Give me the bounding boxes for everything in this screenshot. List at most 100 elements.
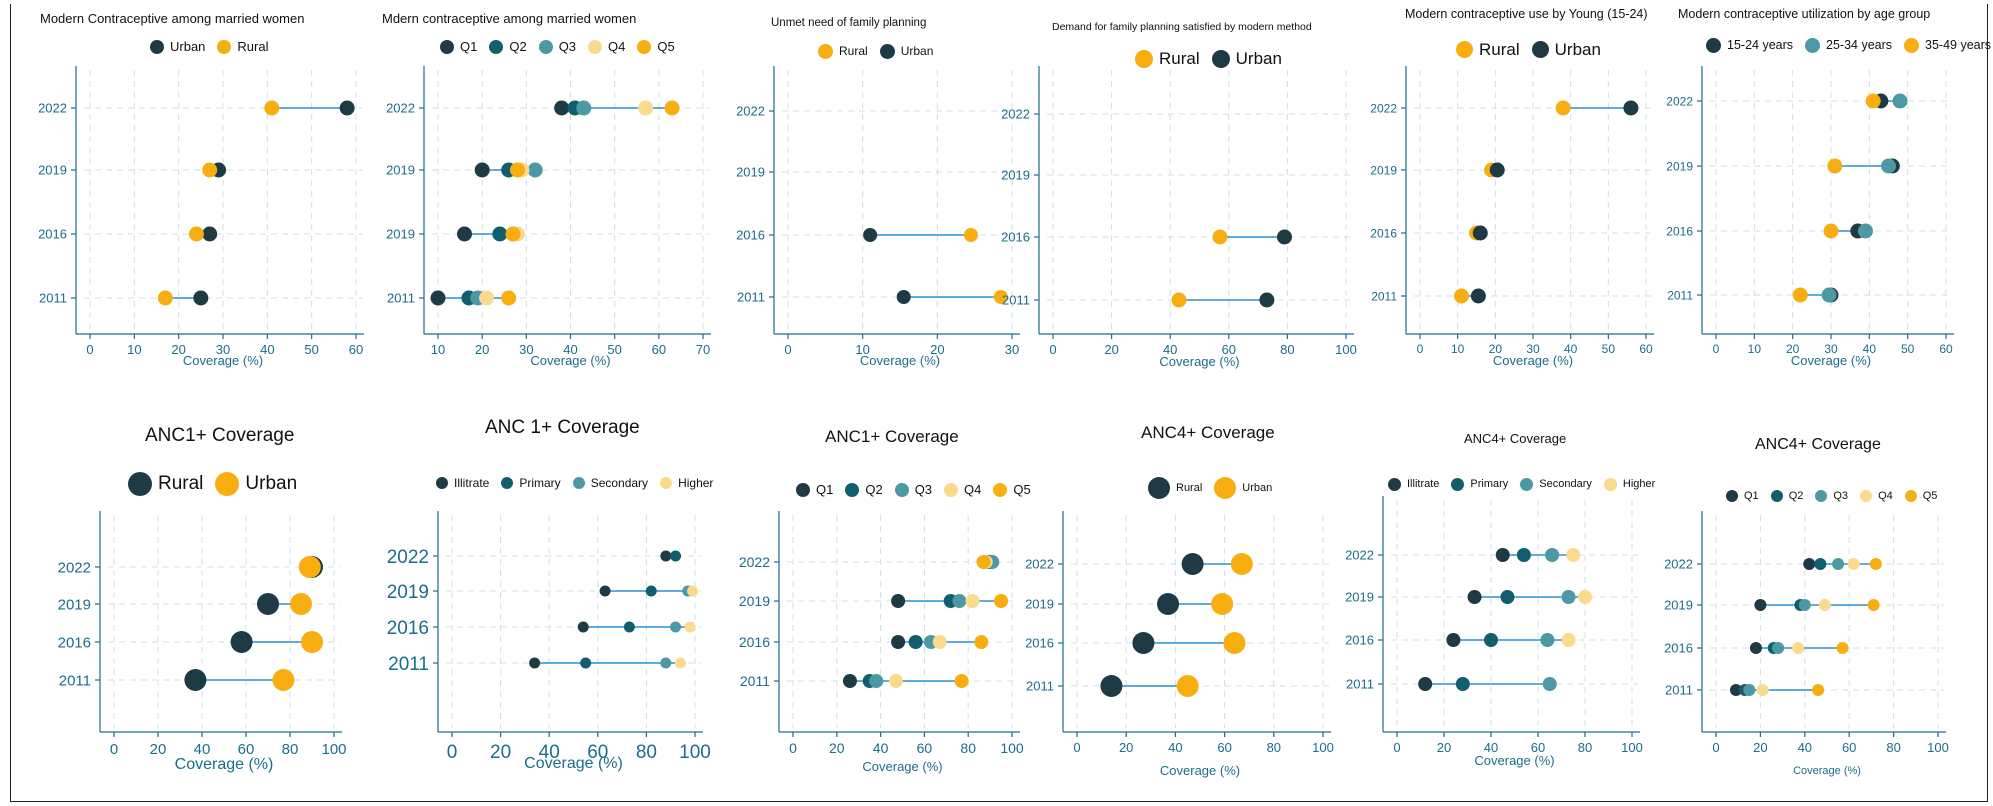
legend-item: Q4 bbox=[944, 482, 981, 497]
x-tick-label: 20 bbox=[1104, 342, 1118, 357]
legend-item: Q4 bbox=[1860, 490, 1893, 502]
x-tick-label: 50 bbox=[1602, 342, 1616, 356]
legend-marker bbox=[150, 39, 164, 54]
data-point-q5 bbox=[505, 226, 521, 242]
legend-label: Urban bbox=[1242, 482, 1273, 494]
chart-title: ANC4+ Coverage bbox=[1141, 423, 1275, 442]
x-tick-label: 40 bbox=[539, 742, 560, 763]
data-point-primary bbox=[1455, 677, 1470, 691]
legend-marker bbox=[436, 477, 448, 489]
legend-marker bbox=[1815, 490, 1828, 502]
x-tick-label: 0 bbox=[784, 342, 791, 357]
x-tick-label: 30 bbox=[519, 342, 533, 357]
data-point-urban bbox=[1259, 292, 1275, 308]
x-axis-title: Coverage (%) bbox=[859, 353, 941, 368]
y-tick-label: 2022 bbox=[1370, 101, 1397, 115]
legend-item: Q3 bbox=[894, 482, 932, 497]
x-tick-label: 60 bbox=[238, 741, 255, 758]
y-tick-label: 2022 bbox=[1664, 557, 1693, 572]
legend-marker bbox=[1603, 477, 1617, 491]
data-point-urban bbox=[1211, 593, 1234, 615]
chart-legend: Rural Urban bbox=[818, 43, 945, 59]
legend-marker bbox=[944, 482, 959, 497]
chart-title: ANC4+ Coverage bbox=[1464, 431, 1567, 446]
legend-marker bbox=[489, 39, 504, 54]
data-point-rural bbox=[188, 226, 204, 242]
data-point-urban bbox=[1470, 288, 1486, 304]
y-tick-label: 2016 bbox=[1345, 633, 1374, 648]
chart-title: ANC1+ Coverage bbox=[825, 427, 959, 446]
legend-marker bbox=[1805, 37, 1821, 53]
legend-label: Rural bbox=[158, 473, 204, 494]
data-point-35-49-years bbox=[1827, 158, 1843, 174]
data-point-rural bbox=[1100, 675, 1123, 697]
x-tick-label: 40 bbox=[1798, 740, 1812, 755]
chart-legend: Rural Urban bbox=[128, 472, 309, 496]
x-tick-label: 60 bbox=[652, 342, 666, 357]
x-tick-label: 40 bbox=[1564, 342, 1578, 356]
y-tick-label: 2016 bbox=[1001, 230, 1030, 245]
x-tick-label: 20 bbox=[1437, 740, 1451, 755]
x-tick-label: 60 bbox=[1222, 342, 1236, 357]
data-point-q5 bbox=[954, 674, 969, 688]
y-tick-label: 2019 bbox=[387, 582, 429, 603]
legend-item: Q2 bbox=[845, 482, 883, 497]
legend-label: Q4 bbox=[1878, 490, 1893, 502]
data-point-rural bbox=[230, 631, 253, 653]
y-tick-label: 2011 bbox=[388, 654, 429, 675]
legend-item: Rural bbox=[217, 39, 269, 54]
legend-marker bbox=[217, 39, 232, 54]
y-tick-label: 2016 bbox=[38, 227, 67, 242]
chart-title: Modern contraceptive utilization by age … bbox=[1678, 6, 1931, 21]
y-tick-label: 2011 bbox=[1371, 289, 1397, 303]
legend-item: Urban bbox=[150, 39, 205, 54]
legend-marker bbox=[1456, 41, 1473, 58]
legend-marker bbox=[1388, 477, 1401, 491]
x-tick-label: 0 bbox=[110, 741, 118, 758]
data-point-rural bbox=[1555, 100, 1571, 116]
chart-title: Unmet need of family planning bbox=[771, 16, 927, 29]
data-point-35-49-years bbox=[1792, 287, 1808, 303]
legend-marker bbox=[1770, 490, 1783, 502]
legend-marker bbox=[879, 43, 895, 59]
legend-item: Q1 bbox=[796, 482, 833, 497]
legend-item: Higher bbox=[660, 476, 713, 490]
legend-marker bbox=[1706, 37, 1721, 53]
legend-item: Q5 bbox=[1904, 490, 1938, 502]
y-tick-label: 2019 bbox=[739, 593, 770, 609]
data-point-q3 bbox=[869, 674, 884, 688]
x-tick-label: 30 bbox=[216, 342, 230, 357]
legend-label: Q5 bbox=[1922, 490, 1938, 502]
legend-label: Q2 bbox=[509, 39, 527, 54]
legend-item: Urban bbox=[1211, 49, 1282, 69]
x-tick-label: 0 bbox=[447, 742, 458, 763]
y-tick-label: 2022 bbox=[1345, 548, 1374, 563]
data-point-q4 bbox=[638, 100, 654, 116]
legend-marker bbox=[1148, 477, 1170, 499]
x-tick-label: 20 bbox=[1489, 342, 1503, 356]
x-tick-label: 100 bbox=[1000, 740, 1024, 756]
x-tick-label: 40 bbox=[260, 342, 274, 357]
x-tick-label: 60 bbox=[349, 342, 363, 357]
legend-marker bbox=[637, 39, 652, 54]
data-point-q4 bbox=[479, 290, 495, 306]
data-point-25-34-years bbox=[1821, 287, 1837, 303]
x-tick-label: 100 bbox=[321, 741, 346, 758]
legend-label: Illitrate bbox=[454, 476, 490, 490]
x-tick-label: 20 bbox=[1786, 342, 1800, 356]
x-tick-label: 20 bbox=[171, 342, 185, 357]
x-tick-label: 0 bbox=[1073, 740, 1080, 755]
legend-item: Rural bbox=[128, 472, 203, 496]
legend-label: Q5 bbox=[657, 39, 675, 54]
data-point-q1 bbox=[1754, 599, 1767, 611]
chart-legend: Urban Rural bbox=[150, 39, 281, 54]
y-tick-label: 2016 bbox=[1370, 226, 1397, 240]
legend-marker bbox=[538, 39, 553, 54]
chart-title: ANC 1+ Coverage bbox=[485, 417, 640, 438]
y-tick-label: 2022 bbox=[38, 101, 67, 116]
legend-label: Rural bbox=[1176, 482, 1203, 494]
